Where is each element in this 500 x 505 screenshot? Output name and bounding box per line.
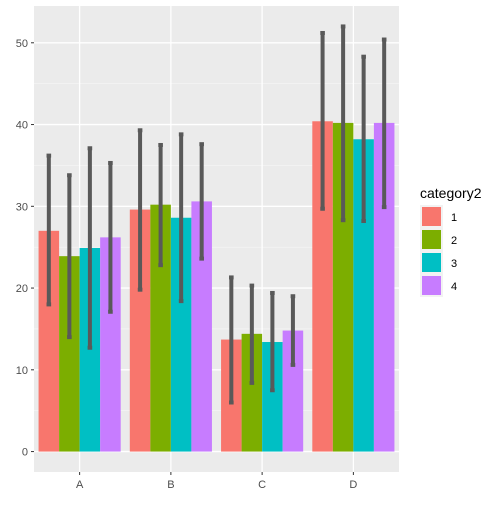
x-tick-label: B <box>167 479 174 491</box>
bar-A-1 <box>38 230 60 452</box>
bar-A-3 <box>79 247 101 452</box>
bar-C-2 <box>241 333 263 452</box>
y-tick-label: 40 <box>16 120 28 132</box>
bars <box>38 121 395 452</box>
bar-B-3 <box>170 217 192 452</box>
error-bars <box>46 24 387 405</box>
legend-label: 3 <box>451 258 457 270</box>
bar-B-1 <box>129 209 151 452</box>
y-tick-label: 30 <box>16 201 28 213</box>
bar-D-4 <box>373 122 395 452</box>
legend-swatch-1 <box>422 207 441 226</box>
x-tick-label: D <box>349 479 357 491</box>
legend-items: 1 2 3 4 <box>420 205 457 297</box>
bar-A-4 <box>100 237 121 452</box>
bar-A-2 <box>59 256 80 452</box>
legend-swatch-3 <box>422 253 441 272</box>
y-tick-label: 0 <box>22 447 28 459</box>
bar-D-2 <box>332 122 354 452</box>
legend-label: 2 <box>451 235 457 247</box>
y-tick-label: 20 <box>16 283 28 295</box>
legend-label: 4 <box>451 281 457 293</box>
bar-B-2 <box>150 204 171 452</box>
y-tick-label: 50 <box>16 38 28 50</box>
x-axis: A B C D <box>76 472 357 491</box>
legend-label: 1 <box>451 212 457 224</box>
bar-D-1 <box>312 121 333 452</box>
y-tick-label: 10 <box>16 365 28 377</box>
legend: category2 1 2 3 4 <box>420 185 482 297</box>
x-tick-label: A <box>76 479 84 491</box>
x-tick-label: C <box>258 479 266 491</box>
bar-C-4 <box>282 330 304 452</box>
legend-swatch-2 <box>422 230 441 249</box>
bar-C-3 <box>262 342 283 452</box>
legend-swatch-4 <box>422 276 441 295</box>
y-axis: 0 10 20 30 40 50 <box>16 38 34 459</box>
legend-title: category2 <box>420 185 482 201</box>
bar-D-3 <box>353 139 374 452</box>
bar-B-4 <box>191 201 212 452</box>
